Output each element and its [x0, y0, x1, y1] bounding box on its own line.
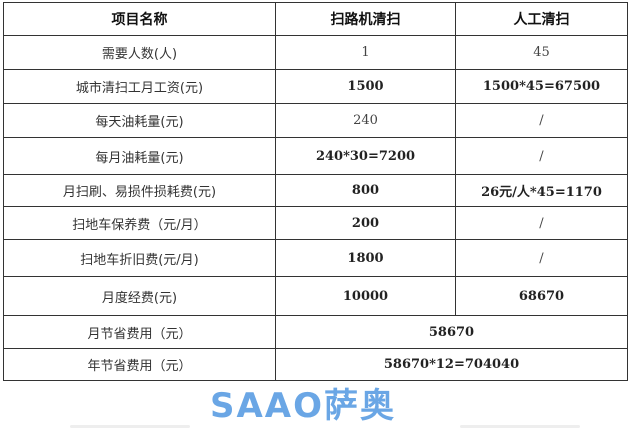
row-label: 城市清扫工月工资(元)	[3, 69, 276, 104]
header-manual: 人工清扫	[455, 2, 628, 36]
row-label: 月节省费用（元）	[3, 315, 276, 349]
machine-value: 240	[275, 103, 456, 138]
machine-value: 240*30=7200	[275, 137, 456, 175]
machine-value: 1800	[275, 239, 456, 277]
manual-value: 45	[455, 35, 628, 70]
table-row: 扫地车保养费（元/月） 200 /	[3, 206, 628, 240]
machine-value: 200	[275, 206, 456, 240]
row-label: 每月油耗量(元)	[3, 137, 276, 175]
table-row: 城市清扫工月工资(元) 1500 1500*45=67500	[3, 69, 628, 104]
summary-value: 58670*12=704040	[275, 348, 628, 381]
cost-comparison-table: 项目名称 扫路机清扫 人工清扫 需要人数(人) 1 45 城市清扫工月工资(元)…	[3, 2, 628, 381]
summary-value: 58670	[275, 315, 628, 349]
saao-watermark-logo: SAAO萨奥	[210, 386, 397, 426]
manual-value: /	[455, 239, 628, 277]
machine-value: 1	[275, 35, 456, 70]
header-item-name: 项目名称	[3, 2, 276, 36]
row-label: 月扫刷、易损件损耗费(元)	[3, 174, 276, 207]
table-row: 需要人数(人) 1 45	[3, 35, 628, 70]
table-row: 每天油耗量(元) 240 /	[3, 103, 628, 138]
table-row: 扫地车折旧费(元/月) 1800 /	[3, 239, 628, 277]
row-label: 年节省费用（元）	[3, 348, 276, 381]
table-row: 月扫刷、易损件损耗费(元) 800 26元/人*45=1170	[3, 174, 628, 207]
summary-row: 月节省费用（元） 58670	[3, 315, 628, 349]
row-label: 扫地车折旧费(元/月)	[3, 239, 276, 277]
table-row: 月度经费(元) 10000 68670	[3, 276, 628, 316]
summary-row: 年节省费用（元） 58670*12=704040	[3, 348, 628, 381]
machine-value: 10000	[275, 276, 456, 316]
row-label: 每天油耗量(元)	[3, 103, 276, 138]
manual-value: /	[455, 137, 628, 175]
manual-value: /	[455, 103, 628, 138]
manual-value: 68670	[455, 276, 628, 316]
background-shade	[460, 425, 580, 428]
table-row: 每月油耗量(元) 240*30=7200 /	[3, 137, 628, 175]
header-row: 项目名称 扫路机清扫 人工清扫	[3, 2, 628, 36]
header-machine: 扫路机清扫	[275, 2, 456, 36]
row-label: 需要人数(人)	[3, 35, 276, 70]
manual-value: 26元/人*45=1170	[455, 174, 628, 207]
row-label: 扫地车保养费（元/月）	[3, 206, 276, 240]
manual-value: /	[455, 206, 628, 240]
machine-value: 1500	[275, 69, 456, 104]
manual-value: 1500*45=67500	[455, 69, 628, 104]
row-label: 月度经费(元)	[3, 276, 276, 316]
background-shade	[70, 425, 190, 428]
machine-value: 800	[275, 174, 456, 207]
